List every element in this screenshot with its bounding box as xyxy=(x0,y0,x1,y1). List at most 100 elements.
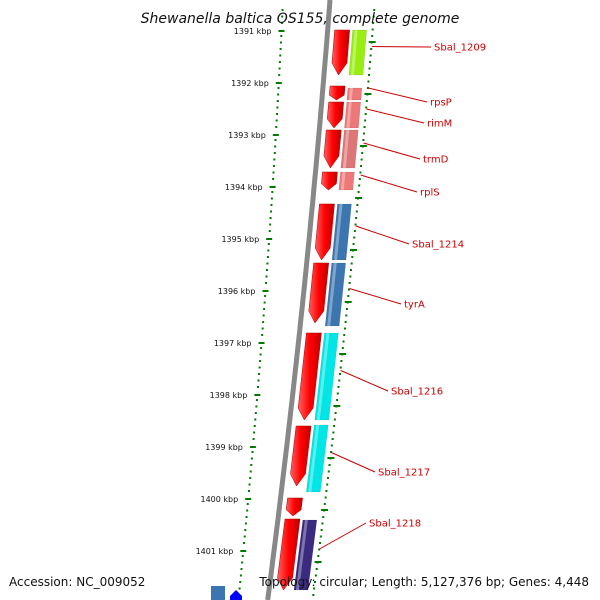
scale-dot xyxy=(314,581,317,583)
scale-dot xyxy=(251,451,254,453)
scale-dot xyxy=(349,275,352,278)
scale-dot xyxy=(340,360,343,362)
scale-dot xyxy=(278,67,281,70)
scale-dot xyxy=(365,106,368,109)
scale-dot xyxy=(239,574,242,577)
scale-dot xyxy=(277,87,280,89)
scale-dot xyxy=(344,321,347,323)
accession-text: Accession: NC_009052 xyxy=(9,575,145,589)
gene-connector xyxy=(366,108,425,124)
gene-band-highlight xyxy=(316,333,330,420)
scale-dot xyxy=(367,80,370,83)
scale-dot xyxy=(356,204,359,206)
scale-dot xyxy=(272,171,275,174)
scale-dot xyxy=(350,262,353,265)
scale-dot xyxy=(254,412,257,414)
scale-dot xyxy=(339,366,342,369)
scale-dot xyxy=(273,152,276,154)
scale-dot xyxy=(265,275,268,278)
scale-dot xyxy=(343,327,346,330)
scale-dot xyxy=(244,522,247,525)
scale-dot xyxy=(249,470,252,473)
scale-dot xyxy=(267,249,270,252)
scale-dot xyxy=(259,360,262,362)
gene-band-highlight xyxy=(346,102,352,128)
scale-dot xyxy=(245,516,248,518)
cds-arrow xyxy=(285,497,303,517)
scale-dot xyxy=(254,418,257,421)
scale-dot xyxy=(358,184,361,187)
gene-label: rimM xyxy=(427,119,452,130)
scale-dot xyxy=(372,15,375,18)
scale-dot xyxy=(279,48,282,50)
gene-label: rplS xyxy=(420,188,440,199)
scale-dot xyxy=(336,392,339,395)
scale-dot xyxy=(348,282,351,284)
gene-label: Sbal_1214 xyxy=(412,240,464,251)
gene-label: trmD xyxy=(423,155,449,166)
gene-label: Sbal_1209 xyxy=(434,43,486,54)
gene-band xyxy=(306,424,329,493)
scale-label: 1401 kbp xyxy=(196,547,234,556)
cds-arrow xyxy=(323,129,342,169)
scale-dot xyxy=(246,509,249,512)
scale-dot xyxy=(336,399,339,401)
scale-dot xyxy=(350,269,353,271)
gene-band xyxy=(348,29,367,76)
scale-dot xyxy=(368,67,371,70)
gene-connector xyxy=(355,225,410,245)
scale-dot xyxy=(253,425,256,427)
scale-dot xyxy=(343,334,346,336)
scale-dot xyxy=(341,347,344,349)
scale-dot xyxy=(360,165,363,167)
scale-dot xyxy=(277,93,280,96)
scale-dot xyxy=(321,522,324,525)
gene-connector xyxy=(349,288,402,305)
scale-dot xyxy=(330,444,333,447)
scale-dot xyxy=(244,529,247,531)
scale-dot xyxy=(371,35,374,37)
gene-connector xyxy=(340,370,389,392)
scale-label: 1394 kbp xyxy=(225,183,263,192)
gene-band-highlight xyxy=(308,425,320,492)
gene-band xyxy=(324,262,346,327)
scale-dot xyxy=(269,223,272,226)
scale-dot xyxy=(345,314,348,317)
scale-dot xyxy=(276,113,279,115)
scale-dot xyxy=(360,158,363,161)
scale-dot xyxy=(367,74,370,76)
gene-band-highlight xyxy=(348,88,353,100)
scale-label: 1391 kbp xyxy=(234,27,272,36)
scale-dot xyxy=(320,529,323,531)
scale-dot xyxy=(262,314,265,317)
cds-arrow xyxy=(308,262,329,324)
cds-arrow xyxy=(331,29,350,76)
scale-dot xyxy=(326,483,329,486)
scale-dot xyxy=(278,61,281,63)
scale-dot xyxy=(331,438,334,440)
cds-arrow xyxy=(329,85,346,101)
scale-dot xyxy=(355,217,358,219)
gene-band-highlight xyxy=(342,130,350,168)
scale-dot xyxy=(241,555,244,557)
gene-band xyxy=(338,171,355,191)
scale-dot xyxy=(318,542,321,544)
backbone-layer xyxy=(265,0,333,600)
scale-dot xyxy=(358,178,361,180)
scale-label: 1399 kbp xyxy=(205,443,243,452)
gene-band-highlight xyxy=(295,520,308,590)
scale-dot xyxy=(263,301,266,304)
scale-dot xyxy=(274,139,277,141)
scale-dot xyxy=(330,451,333,453)
cds-arrow xyxy=(297,332,322,421)
gene-connector xyxy=(331,452,376,473)
scale-dot xyxy=(280,22,283,24)
scale-dot xyxy=(247,490,250,492)
cds-arrow-partial xyxy=(230,590,242,600)
scale-dot xyxy=(351,256,354,258)
cds-arrow xyxy=(277,518,301,591)
gene-connector xyxy=(371,46,432,48)
scale-dot xyxy=(260,347,263,349)
scale-dot xyxy=(342,340,345,343)
scale-dot xyxy=(364,119,367,122)
